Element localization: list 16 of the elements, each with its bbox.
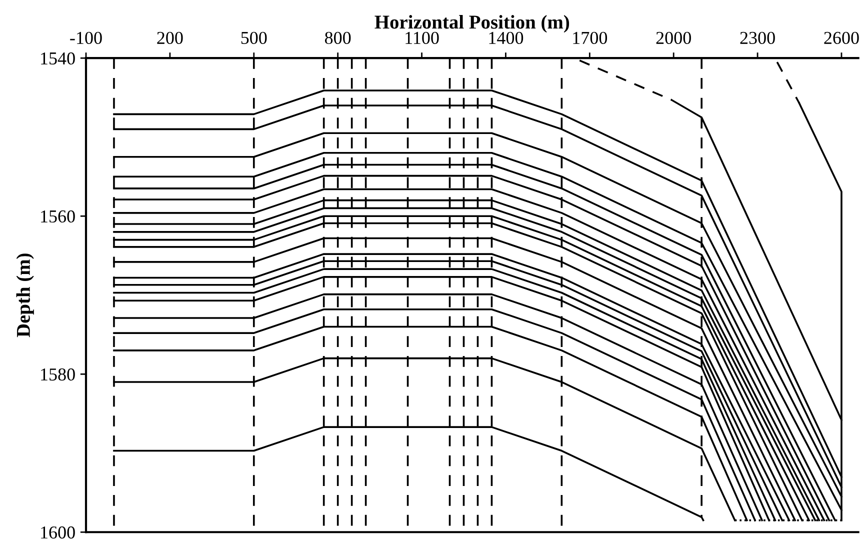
x-axis-title: Horizontal Position (m) [374,15,570,33]
x-tick-label: 2600 [824,32,859,44]
x-tick-label: 2300 [740,32,775,44]
y-axis-title: Depth (m) [16,254,34,338]
y-tick-label: 1600 [41,526,75,539]
x-tick-label: 1700 [573,32,608,44]
x-tick-label: 2000 [656,32,691,44]
y-tick-label: 1580 [41,368,75,381]
x-tick-label: 500 [241,32,267,44]
y-tick-label: 1540 [41,52,75,65]
x-tick-label: 1100 [406,32,439,44]
x-tick-label: 1400 [489,32,524,44]
y-tick-label: 1560 [41,210,75,223]
x-tick-label: 200 [157,32,183,44]
x-tick-label: -100 [70,32,102,44]
x-tick-label: 800 [324,32,351,44]
